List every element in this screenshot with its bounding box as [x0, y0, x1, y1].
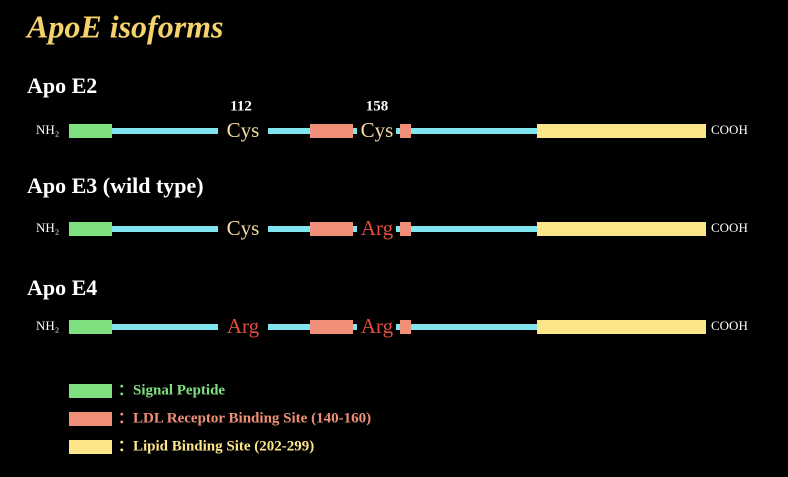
signal-peptide	[69, 222, 112, 236]
n-terminus: NH₂	[36, 122, 59, 137]
legend-label: ：LDL Receptor Binding Site (140-160)	[118, 410, 371, 426]
ldl-binding-site	[400, 222, 411, 236]
signal-peptide	[69, 124, 112, 138]
ldl-binding-site	[310, 222, 353, 236]
chain-segment	[268, 128, 310, 134]
chain-segment	[411, 128, 537, 134]
chain-segment	[396, 128, 400, 134]
ldl-binding-site	[310, 124, 353, 138]
chain-segment	[112, 226, 218, 232]
isoform-name: Apo E2	[27, 73, 97, 98]
chain-segment	[396, 226, 400, 232]
residue: Cys	[361, 118, 394, 142]
signal-peptide	[69, 320, 112, 334]
c-terminus: COOH	[711, 318, 748, 333]
residue: Arg	[361, 216, 394, 240]
lipid-binding-site	[537, 222, 706, 236]
residue: Arg	[361, 314, 394, 338]
n-terminus: NH₂	[36, 318, 59, 333]
chain-segment	[411, 226, 537, 232]
ldl-binding-site	[400, 124, 411, 138]
isoform-name: Apo E3 (wild type)	[27, 173, 204, 198]
position-label: 158	[366, 98, 389, 114]
legend-label: ：Lipid Binding Site (202-299)	[118, 438, 314, 454]
chain-segment	[268, 226, 310, 232]
chain-segment	[411, 324, 537, 330]
n-terminus: NH₂	[36, 220, 59, 235]
isoform-name: Apo E4	[27, 275, 97, 300]
chain-segment	[268, 324, 310, 330]
title: ApoE isoforms	[25, 8, 223, 44]
chain-segment	[112, 324, 218, 330]
ldl-binding-site	[310, 320, 353, 334]
residue: Arg	[227, 314, 260, 338]
chain-segment	[353, 128, 357, 134]
chain-segment	[353, 324, 357, 330]
lipid-binding-site	[537, 320, 706, 334]
chain-segment	[396, 324, 400, 330]
position-label: 112	[230, 98, 252, 114]
chain-segment	[353, 226, 357, 232]
ldl-binding-site	[400, 320, 411, 334]
c-terminus: COOH	[711, 122, 748, 137]
lipid-binding-site	[537, 124, 706, 138]
legend-label: ：Signal Peptide	[118, 382, 225, 398]
chain-segment	[112, 128, 218, 134]
legend-swatch	[69, 412, 112, 426]
legend-swatch	[69, 440, 112, 454]
residue: Cys	[227, 216, 260, 240]
legend-swatch	[69, 384, 112, 398]
residue: Cys	[227, 118, 260, 142]
c-terminus: COOH	[711, 220, 748, 235]
